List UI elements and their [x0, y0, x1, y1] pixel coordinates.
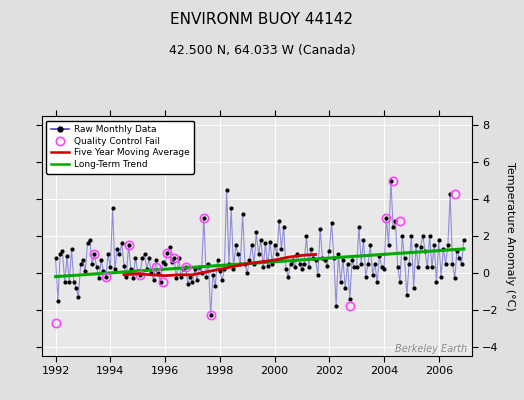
Text: Berkeley Earth: Berkeley Earth	[395, 344, 467, 354]
Y-axis label: Temperature Anomaly (°C): Temperature Anomaly (°C)	[505, 162, 515, 310]
Legend: Raw Monthly Data, Quality Control Fail, Five Year Moving Average, Long-Term Tren: Raw Monthly Data, Quality Control Fail, …	[47, 120, 194, 174]
Text: ENVIRONM BUOY 44142: ENVIRONM BUOY 44142	[170, 12, 354, 27]
Text: 42.500 N, 64.033 W (Canada): 42.500 N, 64.033 W (Canada)	[169, 44, 355, 57]
